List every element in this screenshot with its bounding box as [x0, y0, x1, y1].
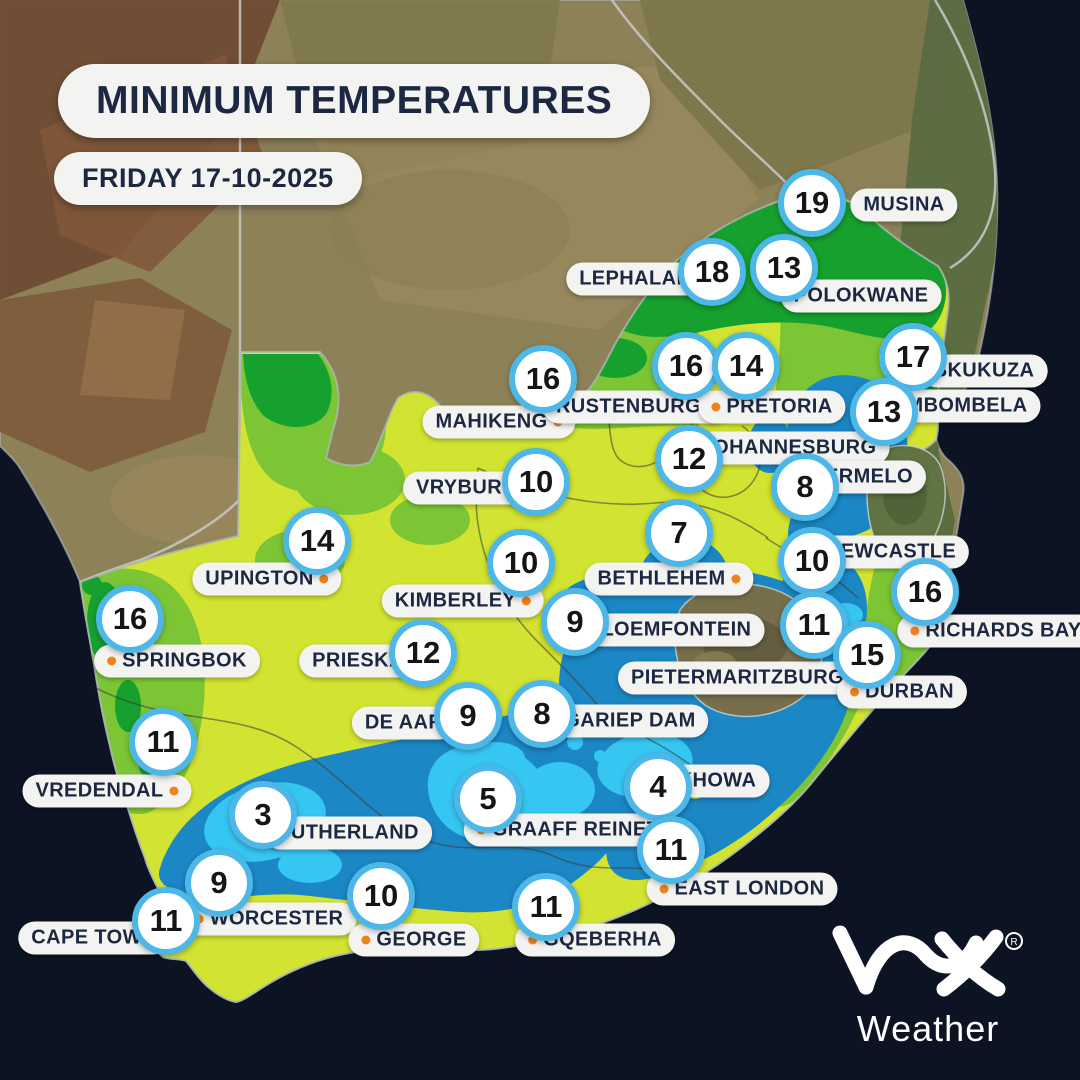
logo-word: Weather — [856, 1008, 1000, 1049]
vox-weather-logo: R Weather — [828, 909, 1028, 1050]
map-date: FRIDAY 17-10-2025 — [54, 152, 362, 205]
lesotho-terrain — [674, 583, 823, 718]
vox-logo-mark: R — [832, 925, 1023, 997]
registered-mark: R — [1010, 937, 1017, 948]
map-title: MINIMUM TEMPERATURES — [58, 64, 651, 138]
eswatini-terrain — [866, 444, 946, 558]
